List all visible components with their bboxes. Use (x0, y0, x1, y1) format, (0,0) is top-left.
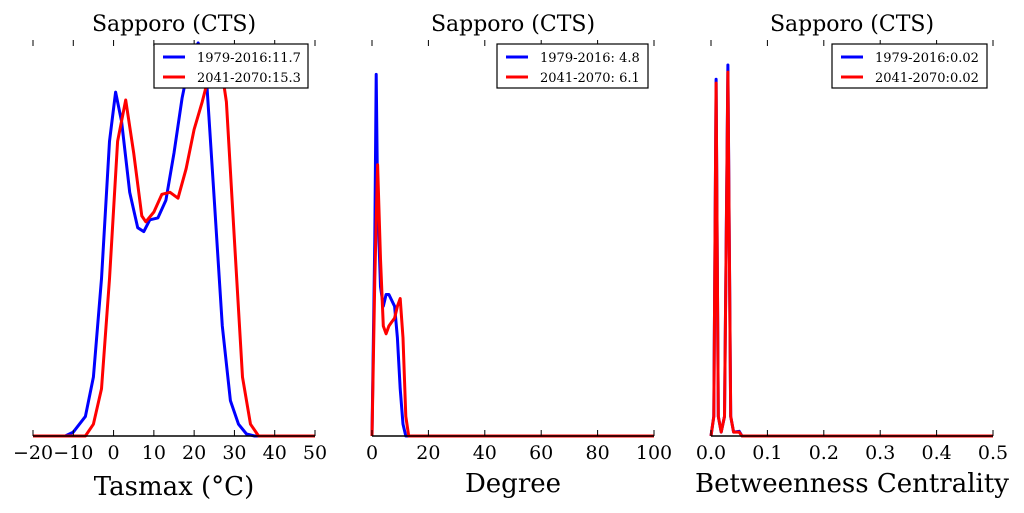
x-tick-label: 40 (263, 442, 287, 464)
x-tick-label: 20 (416, 442, 440, 464)
x-tick-label: 0.3 (865, 442, 895, 464)
chart-title: Sapporo (CTS) (92, 12, 256, 37)
x-tick-label: −20 (13, 442, 53, 464)
series-line-historical (33, 41, 315, 438)
x-tick-label: 0.0 (696, 442, 726, 464)
x-tick-label: 100 (636, 442, 672, 464)
chart-title: Sapporo (CTS) (431, 12, 595, 37)
x-tick-label: 0.1 (752, 442, 782, 464)
subplot-1: Sapporo (CTS) −20 −10 0 10 20 30 40 50 Tasmax (°C… (13, 12, 327, 502)
x-tick-label: 0 (366, 442, 378, 464)
series-line-historical (709, 63, 993, 438)
x-tick-label: 20 (182, 442, 206, 464)
legend-label: 2041-2070:15.3 (197, 71, 301, 86)
x-tick-label: 0.5 (978, 442, 1008, 464)
series-line-future (709, 70, 993, 438)
legend-box (831, 43, 988, 89)
legend-label: 1979-2016:0.02 (875, 51, 979, 66)
legend-label: 1979-2016:11.7 (197, 51, 301, 66)
x-tick-label: 40 (473, 442, 497, 464)
x-tick-label: 10 (142, 442, 166, 464)
series-line-historical (370, 72, 654, 438)
legend: 1979-2016: 4.8 2041-2070: 6.1 (496, 43, 649, 89)
subplot-2: Sapporo (CTS) 0 20 40 60 80 100 Degree 1979-2016… (366, 12, 672, 499)
chart-title: Sapporo (CTS) (770, 12, 934, 37)
legend: 1979-2016:11.7 2041-2070:15.3 (153, 43, 309, 89)
legend: 1979-2016:0.02 2041-2070:0.02 (831, 43, 988, 89)
x-tick-label: 0.4 (921, 442, 951, 464)
x-tick-label: −10 (53, 442, 93, 464)
x-axis-label: Degree (465, 469, 561, 499)
x-axis-label: Betweenness Centrality (695, 469, 1009, 499)
x-tick-label: 0 (108, 442, 120, 464)
x-tick-label: 50 (303, 442, 327, 464)
x-tick-label: 80 (586, 442, 610, 464)
x-tick-label: 30 (222, 442, 246, 464)
subplot-3: Sapporo (CTS) 0.0 0.1 0.2 0.3 0.4 0.5 Betweenne… (695, 12, 1009, 499)
legend-label: 2041-2070:0.02 (875, 71, 979, 86)
x-tick-label: 0.2 (809, 442, 839, 464)
legend-label: 1979-2016: 4.8 (540, 51, 640, 66)
x-tick-label: 60 (529, 442, 553, 464)
legend-label: 2041-2070: 6.1 (540, 71, 640, 86)
series-line-future (370, 163, 654, 438)
series-line-future (33, 45, 315, 438)
legend-box (496, 43, 649, 89)
x-axis-label: Tasmax (°C) (94, 472, 254, 502)
legend-box (153, 43, 309, 89)
